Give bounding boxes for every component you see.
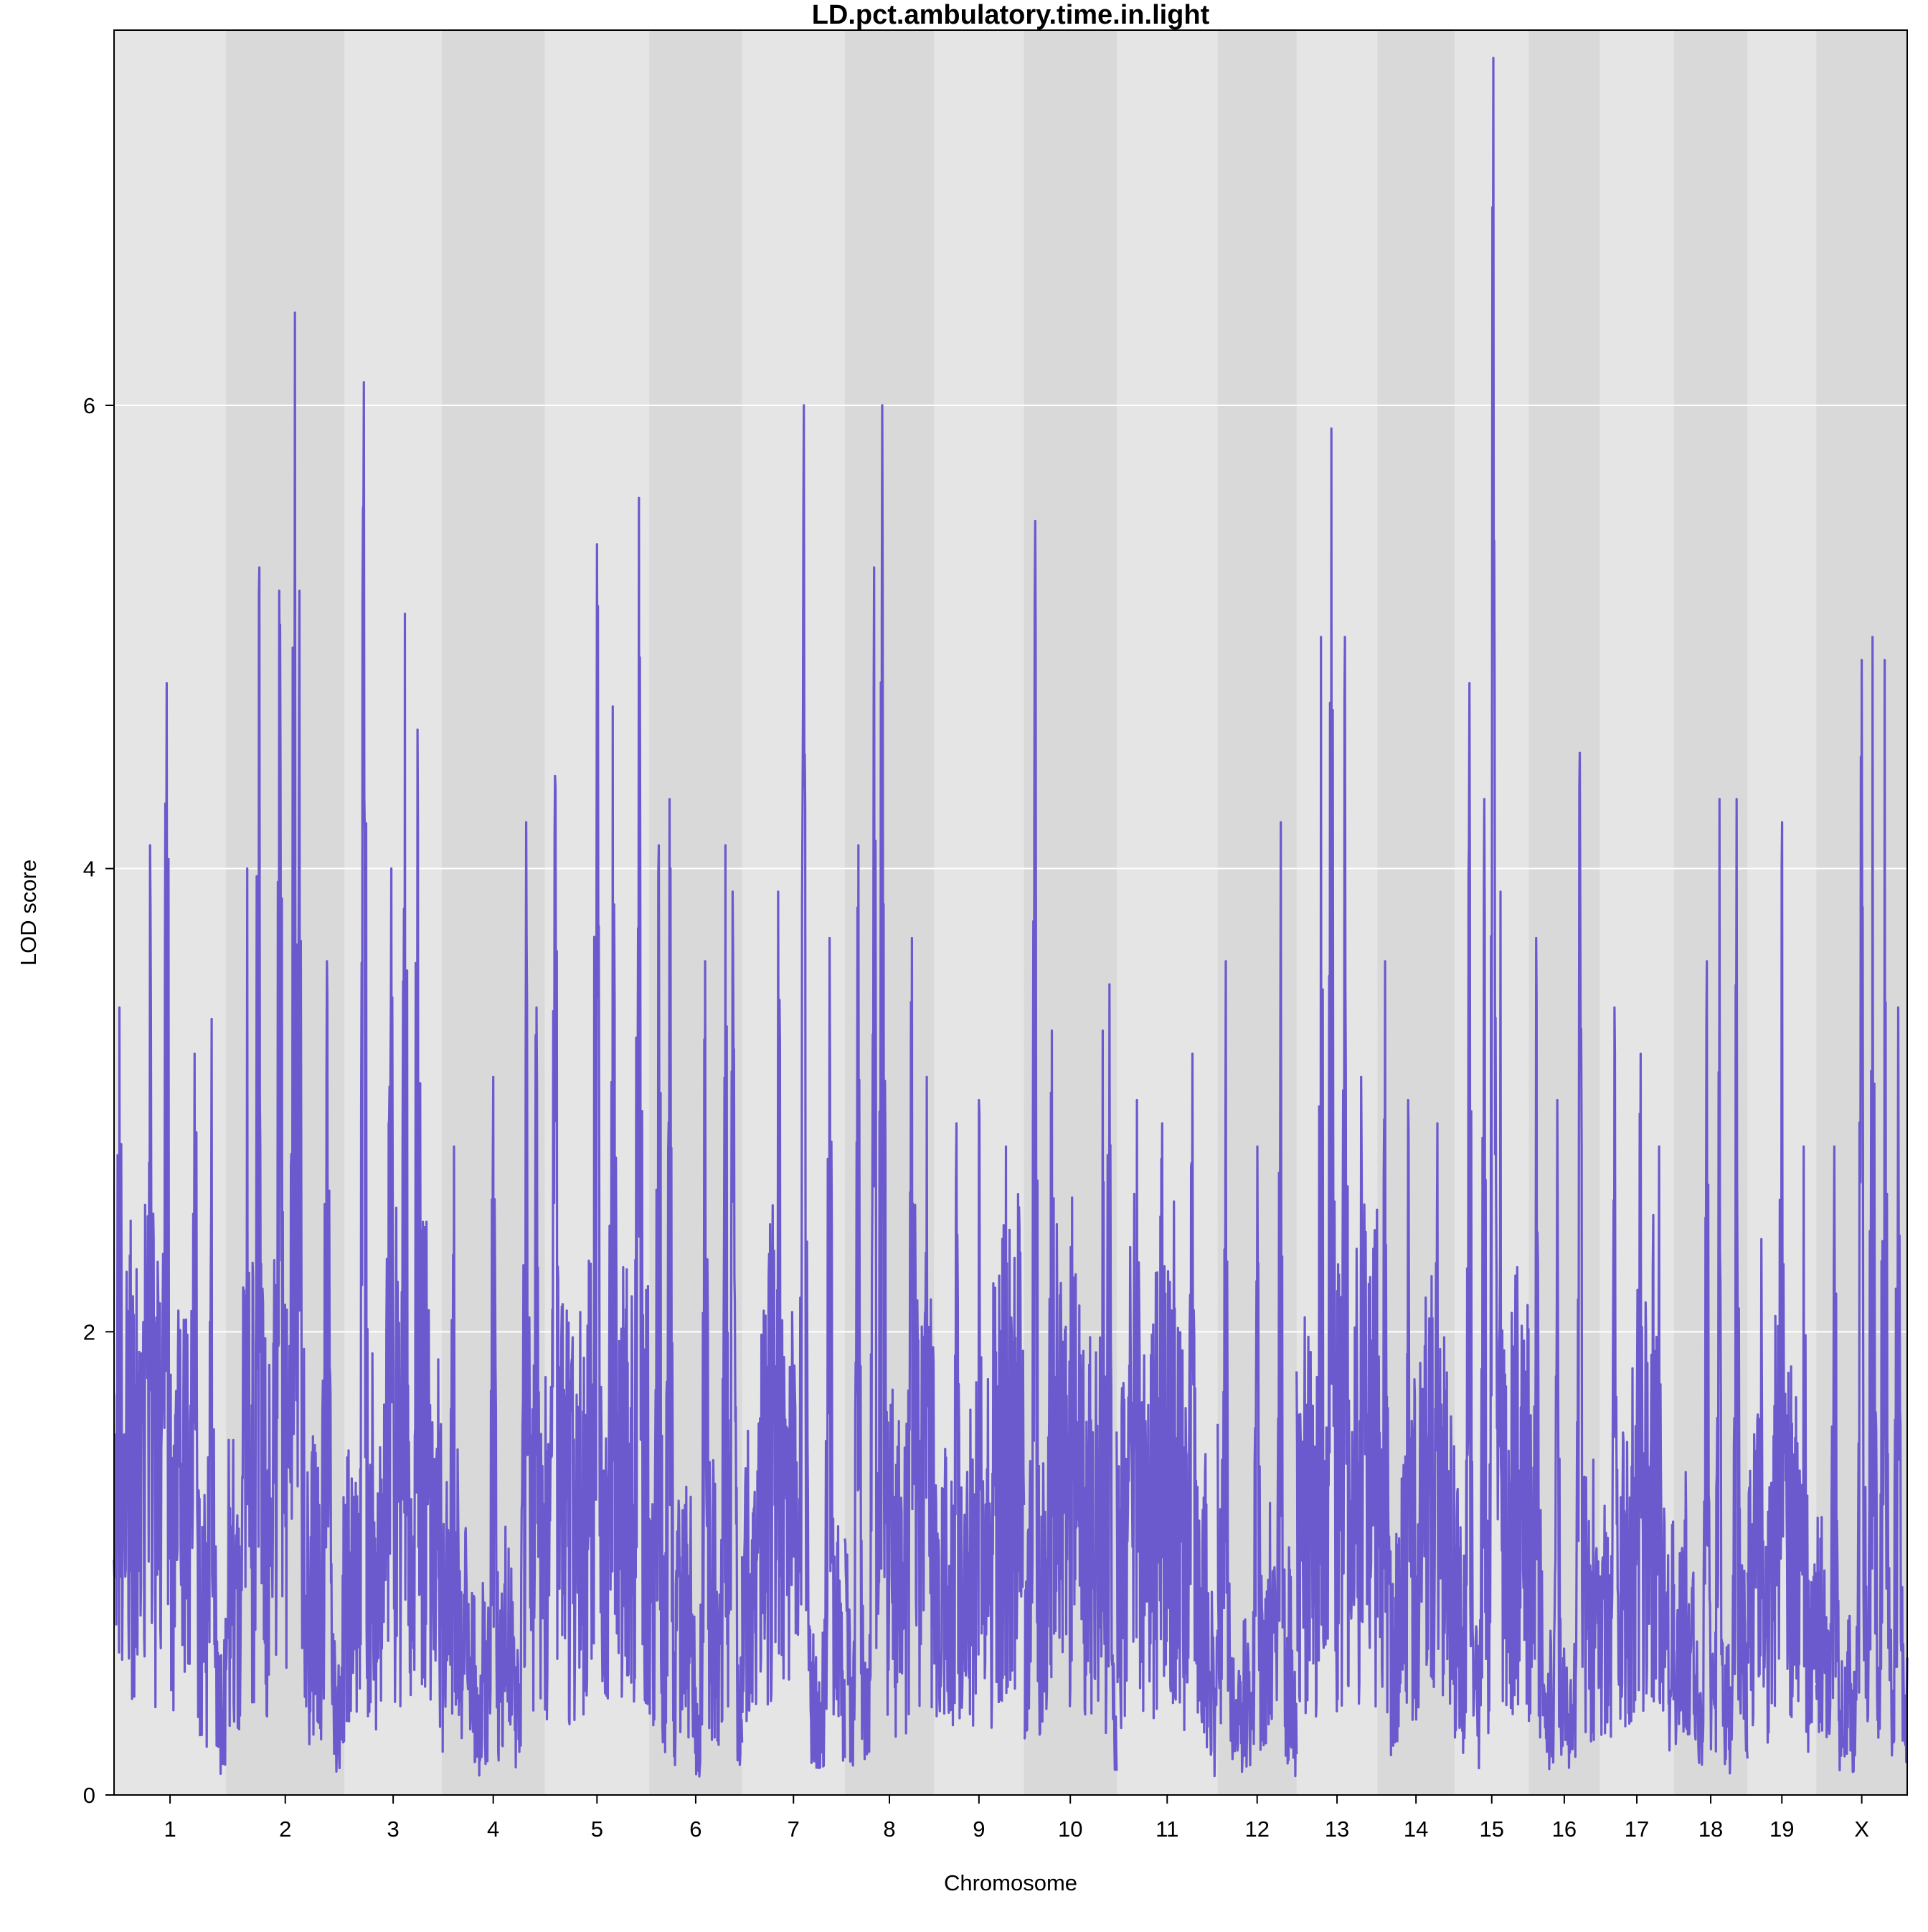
lod-line-chr-14 — [1376, 960, 1456, 1757]
lod-line-chr-18 — [1673, 798, 1749, 1775]
lod-line-chr-4 — [440, 821, 546, 1777]
x-tick-label-17: 17 — [1625, 1816, 1649, 1842]
lod-line-chr-11 — [1115, 1052, 1219, 1778]
x-tick-label-11: 11 — [1156, 1816, 1178, 1842]
lod-line-chr-X — [1815, 636, 1909, 1773]
chart-title: LD.pct.ambulatory.time.in.light — [812, 0, 1210, 30]
y-axis: 0 2 4 6 — [83, 393, 114, 1808]
x-tick-label-5: 5 — [591, 1816, 603, 1842]
x-tick-label-12: 12 — [1244, 1816, 1269, 1842]
x-tick-label-2: 2 — [279, 1816, 291, 1842]
lod-line-chr-16 — [1528, 751, 1601, 1771]
y-tick-label-6: 6 — [83, 393, 95, 418]
x-tick-label-14: 14 — [1404, 1816, 1428, 1842]
lod-line-chr-6 — [648, 798, 744, 1778]
lod-line-chr-12 — [1216, 821, 1298, 1778]
x-axis-label: Chromosome — [944, 1870, 1077, 1895]
x-tick-label-4: 4 — [487, 1816, 499, 1842]
x-axis: 1 2 3 4 5 6 7 8 9 10 11 12 13 14 15 16 17 18 19 X — [164, 1795, 1869, 1842]
lod-line-chr-10 — [1023, 519, 1118, 1771]
lod-line-chr-5 — [543, 496, 651, 1725]
lod-line-chr-13 — [1295, 427, 1379, 1718]
lod-line-chr-8 — [844, 404, 935, 1767]
lod-line-chr-7 — [741, 404, 846, 1770]
chromosome-band-12 — [1217, 30, 1298, 1795]
x-tick-label-18: 18 — [1698, 1816, 1723, 1842]
x-tick-label-13: 13 — [1325, 1816, 1349, 1842]
chromosome-band-16 — [1528, 30, 1600, 1795]
x-tick-label-16: 16 — [1552, 1816, 1577, 1842]
y-tick-label-2: 2 — [83, 1319, 95, 1344]
x-tick-label-15: 15 — [1480, 1816, 1504, 1842]
x-tick-label-9: 9 — [973, 1816, 985, 1842]
x-tick-label-7: 7 — [788, 1816, 800, 1842]
lod-line-chr-2 — [225, 311, 346, 1773]
lod-line-chr-1 — [113, 682, 227, 1775]
x-tick-label-3: 3 — [387, 1816, 400, 1842]
lod-line-chr-3 — [343, 381, 443, 1731]
lod-line-chr-17 — [1598, 1006, 1676, 1752]
x-tick-label-19: 19 — [1769, 1816, 1794, 1842]
y-axis-label: LOD score — [16, 859, 41, 966]
lod-line-chr-19 — [1746, 821, 1818, 1753]
x-tick-label-10: 10 — [1058, 1816, 1082, 1842]
x-tick-label-1: 1 — [164, 1816, 176, 1842]
x-tick-label-6: 6 — [689, 1816, 701, 1842]
lod-line-chr-15 — [1453, 57, 1531, 1770]
x-tick-label-X: X — [1854, 1816, 1869, 1842]
lod-line-chr-9 — [932, 1098, 1026, 1729]
lod-series — [113, 57, 1909, 1778]
plot-frame — [113, 29, 1908, 1796]
x-tick-label-8: 8 — [883, 1816, 895, 1842]
y-tick-label-0: 0 — [83, 1783, 95, 1808]
y-tick-label-4: 4 — [83, 857, 95, 882]
